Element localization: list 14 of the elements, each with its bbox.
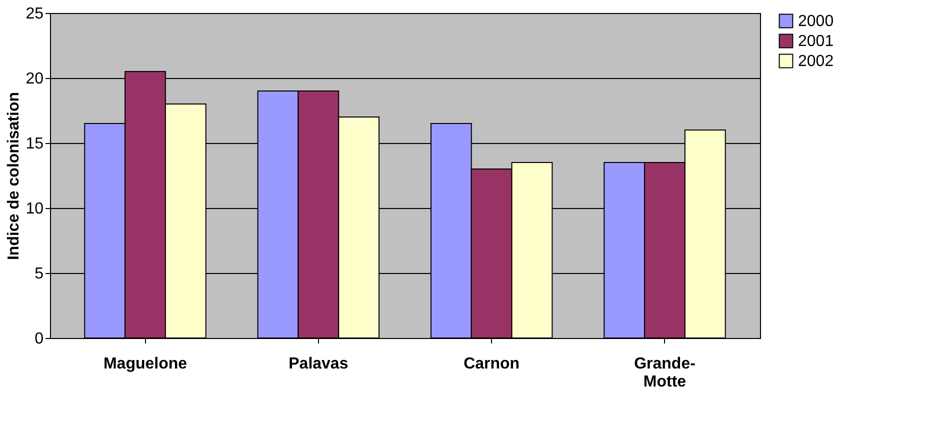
y-tick-label: 10 [26, 200, 44, 218]
y-tick-label: 15 [26, 136, 44, 152]
legend-label: 2002 [798, 53, 834, 70]
legend-label: 2000 [798, 13, 834, 30]
x-tick-label: Maguelone [103, 356, 188, 372]
x-tick-label: Carnon [464, 356, 520, 372]
y-tick-label: 20 [26, 70, 44, 88]
legend-label: 2001 [798, 33, 834, 50]
y-axis-title: Indice de colonisation [6, 92, 23, 260]
x-tick-label: Grande-Motte [634, 356, 696, 390]
y-tick-label: 5 [34, 266, 44, 282]
y-tick-label: 25 [26, 6, 44, 22]
x-tick-label: Palavas [288, 356, 348, 372]
y-tick-label: 0 [34, 330, 44, 348]
